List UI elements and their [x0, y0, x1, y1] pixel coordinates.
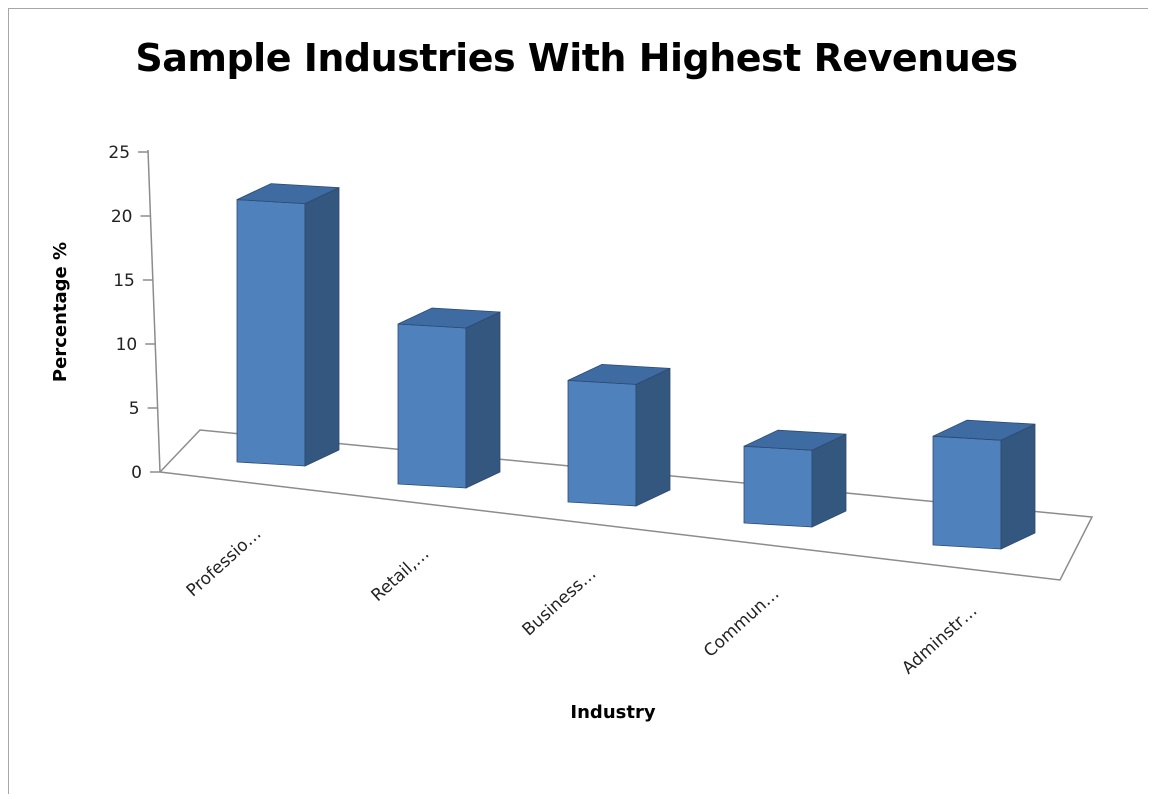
bar — [743, 429, 847, 528]
category-label: Retail,… — [368, 544, 434, 606]
bar-front — [932, 435, 1002, 550]
category-label: Business… — [519, 564, 601, 640]
bar-side — [1000, 423, 1036, 550]
category-label: Commun… — [700, 584, 783, 662]
bar-front — [567, 379, 637, 507]
y-tick-label: 15 — [113, 271, 135, 291]
bar-front — [236, 199, 306, 467]
y-tick-label: 20 — [111, 207, 133, 227]
y-tick-label: 0 — [131, 463, 142, 483]
bar-top — [397, 307, 501, 329]
category-axis: Professio… Retail,… Business… Commun… Admins… — [183, 524, 982, 679]
bar — [397, 307, 501, 489]
bar-top — [932, 419, 1036, 441]
bar-series — [236, 183, 1036, 550]
bar-side — [304, 186, 340, 467]
bar-side — [465, 311, 501, 489]
bar-side — [635, 367, 671, 507]
category-label: Adminstr… — [898, 601, 981, 679]
bar — [236, 183, 340, 467]
chart-floor — [147, 149, 1094, 581]
wall-edge — [147, 149, 161, 473]
x-axis-title: Industry — [570, 702, 655, 723]
bar-front — [743, 445, 813, 528]
value-axis: 0 5 10 15 20 25 — [108, 143, 160, 483]
chart-title: Sample Industries With Highest Revenues — [135, 36, 1018, 80]
bar-top — [743, 429, 847, 451]
bar-top — [567, 363, 671, 385]
bar — [932, 419, 1036, 550]
y-axis-title: Percentage % — [50, 242, 71, 382]
bar-front — [397, 323, 467, 489]
floor-outline — [159, 429, 1094, 581]
category-label: Professio… — [183, 524, 266, 601]
y-tick-label: 25 — [108, 143, 130, 163]
y-tick-label: 10 — [116, 335, 138, 355]
bar-top — [236, 183, 340, 205]
y-tick-label: 5 — [129, 399, 140, 419]
bar — [567, 363, 671, 507]
